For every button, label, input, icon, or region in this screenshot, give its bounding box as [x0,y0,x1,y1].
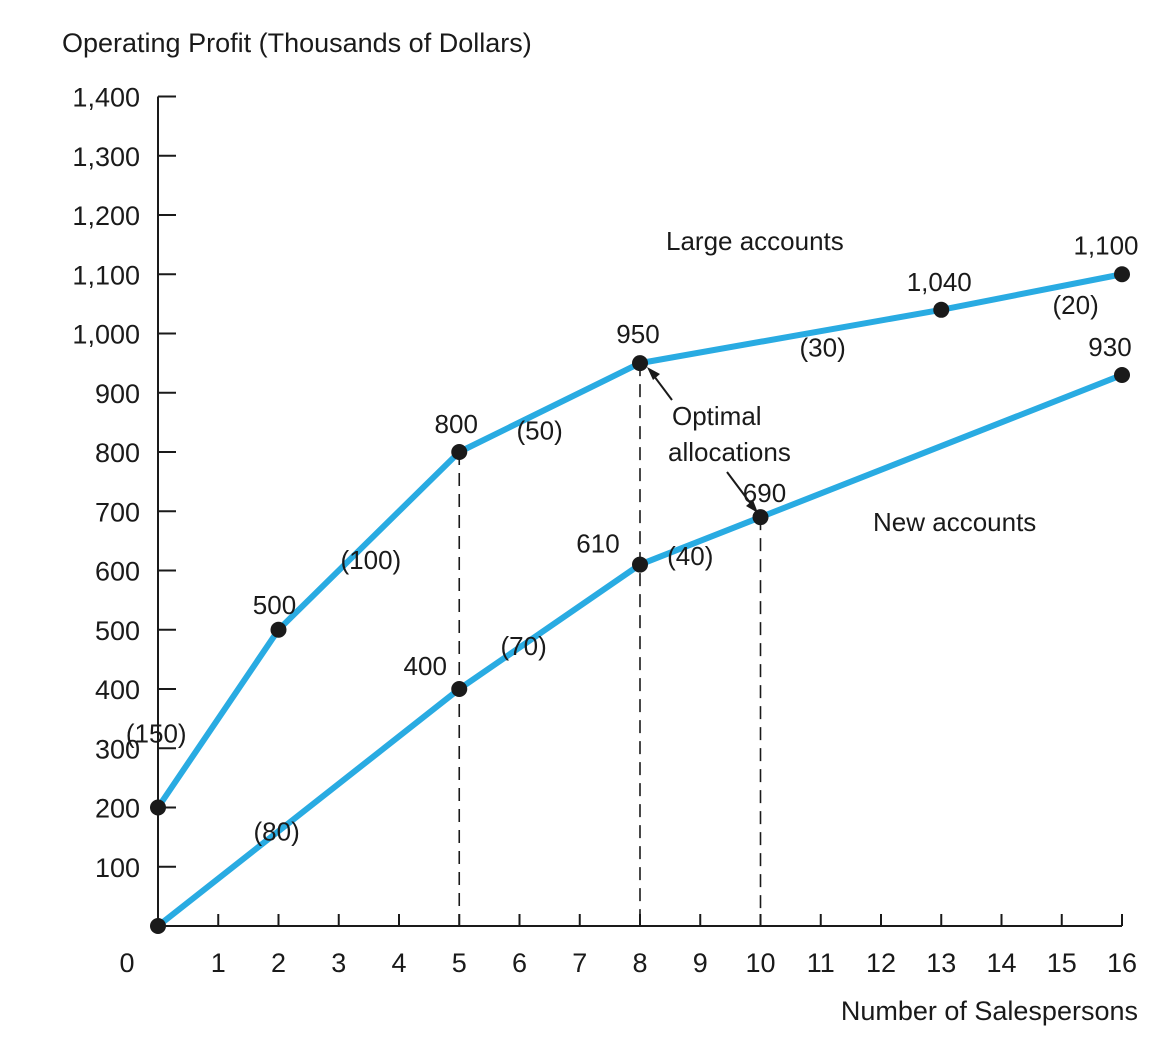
x-tick-label: 11 [807,948,835,978]
segment-label: (20) [1053,290,1099,320]
data-label: 930 [1088,332,1131,362]
y-tick-label: 500 [95,616,140,646]
y-tick-label: 900 [95,379,140,409]
data-point [451,681,468,697]
x-tick-label: 2 [271,948,286,978]
x-tick-label: 14 [986,948,1016,978]
data-label: 400 [404,651,447,681]
x-tick-label: 5 [452,948,467,978]
x-tick-label: 15 [1047,948,1077,978]
data-point [150,799,166,816]
data-label: 1,040 [907,267,972,297]
data-point [933,301,950,318]
y-axis-title: Operating Profit (Thousands of Dollars) [62,28,532,58]
series-label-new-accounts: New accounts [873,507,1036,537]
x-tick-label: 16 [1107,948,1137,978]
data-point [1114,366,1130,383]
annotation-line1: Optimal [672,401,762,431]
y-tick-label: 100 [95,853,140,883]
y-tick-label: 600 [95,557,140,587]
x-tick-label: 9 [693,948,708,978]
data-point [752,509,769,526]
y-tick-label: 1,400 [72,83,140,113]
segment-label: (100) [341,545,402,575]
data-label: 610 [576,529,619,559]
data-point [632,556,648,573]
annotation-arrowhead-lower [746,500,758,513]
data-point [451,444,468,460]
x-tick-label: 0 [119,948,134,978]
segment-label: (70) [501,631,547,661]
annotation-arrow-lower [726,471,755,509]
segment-labels: (150) (100) (50) (30) (20) (80) (70) (40) [126,290,1099,846]
segment-label: (40) [667,541,713,571]
data-point [150,918,166,934]
y-tick-label: 1,000 [72,320,140,350]
y-tick-label: 1,100 [72,260,140,290]
y-tick-label: 200 [95,794,140,824]
y-tick-label: 800 [95,438,140,468]
data-label: 800 [435,409,478,439]
x-tick-label: 13 [926,948,956,978]
series-label-large-accounts: Large accounts [666,226,844,256]
segment-label: (80) [254,817,300,847]
annotation-arrowhead-upper [647,367,660,380]
data-point [632,355,648,372]
data-markers [150,266,1130,934]
series-line-0 [155,271,1125,811]
x-tick-label: 6 [512,948,527,978]
segment-label: (30) [800,332,846,362]
y-tick-label: 700 [95,497,140,527]
x-axis-title: Number of Salespersons [841,996,1138,1026]
x-tick-label: 8 [632,948,647,978]
data-label: 500 [253,590,296,620]
y-tick-label: 1,300 [72,142,140,172]
data-point [1114,266,1130,283]
x-tick-label: 4 [391,948,406,978]
y-tick-label: 300 [95,734,140,764]
x-tick-label: 7 [572,948,587,978]
data-label: 950 [616,319,659,349]
x-tick-label: 3 [331,948,346,978]
y-tick-label: 1,200 [72,201,140,231]
axes: 1002003004005006007008009001,0001,1001,2… [72,83,1137,979]
y-tick-label: 400 [95,675,140,705]
x-tick-label: 10 [745,948,775,978]
x-tick-label: 1 [211,948,226,978]
segment-label: (50) [517,416,563,446]
segment-label: (150) [126,719,187,749]
data-point [270,621,287,638]
data-label: 1,100 [1073,230,1138,260]
x-tick-label: 12 [866,948,896,978]
annotation-line2: allocations [668,437,791,467]
